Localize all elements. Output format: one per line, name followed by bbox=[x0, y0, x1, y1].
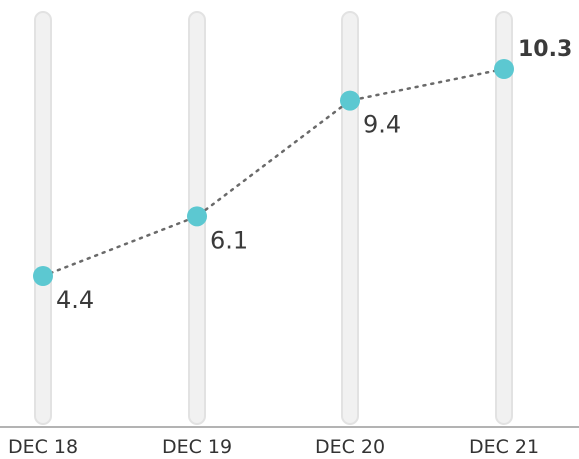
data-label: 6.1 bbox=[210, 226, 248, 254]
data-point bbox=[33, 266, 53, 286]
x-tick-label: DEC 20 bbox=[315, 436, 385, 458]
data-point bbox=[494, 59, 514, 79]
x-tick-labels: DEC 18 DEC 19 DEC 20 DEC 21 bbox=[8, 436, 539, 458]
column-tracks bbox=[34, 11, 513, 425]
x-tick-label: DEC 19 bbox=[162, 436, 232, 458]
data-points bbox=[33, 59, 514, 286]
data-point bbox=[187, 206, 207, 227]
column-track bbox=[495, 11, 513, 425]
data-label: 10.3 bbox=[518, 37, 572, 62]
x-tick-label: DEC 18 bbox=[8, 436, 78, 458]
data-label: 9.4 bbox=[363, 111, 401, 139]
data-point bbox=[340, 90, 360, 111]
column-track bbox=[341, 11, 359, 425]
data-labels: 4.4 6.1 9.4 10.3 bbox=[56, 37, 572, 314]
data-label: 4.4 bbox=[56, 286, 94, 314]
column-track bbox=[34, 11, 52, 425]
series-line bbox=[41, 67, 506, 278]
x-tick-label: DEC 21 bbox=[469, 436, 539, 458]
